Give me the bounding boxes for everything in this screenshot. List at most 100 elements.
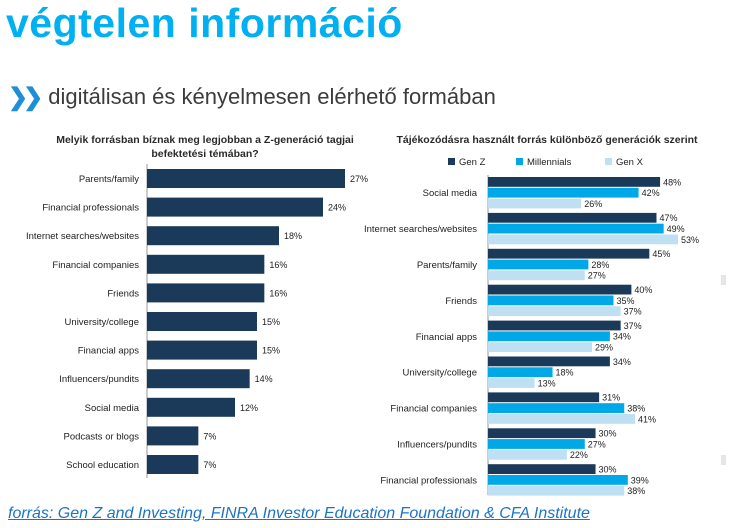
bar (488, 198, 582, 209)
bar (147, 426, 199, 446)
data-label: 29% (595, 343, 613, 353)
bar (147, 254, 265, 274)
category-label: University/college (65, 317, 139, 328)
bar (488, 449, 567, 460)
bar (488, 464, 596, 474)
page-title: végtelen információ (6, 0, 403, 46)
category-label: Social media (85, 403, 140, 414)
legend-label: Gen Z (459, 157, 486, 168)
bar (488, 331, 610, 342)
bar (488, 234, 678, 245)
bar (488, 414, 635, 424)
data-label: 30% (599, 465, 617, 475)
bar (488, 392, 600, 403)
bar (488, 212, 657, 223)
data-label: 30% (599, 429, 617, 439)
edge-mark (721, 275, 726, 285)
data-label: 31% (602, 393, 620, 403)
bar (488, 356, 610, 367)
data-label: 47% (659, 213, 677, 223)
category-label: Financial apps (416, 332, 478, 343)
category-label: Financial companies (390, 404, 477, 415)
bar (488, 378, 535, 388)
bar (488, 342, 592, 352)
legend-label: Millennials (527, 157, 572, 168)
left-chart: Parents/family 27% Financial professionals… (26, 164, 368, 478)
bar (147, 340, 257, 360)
right-chart: Gen Z Millennials Gen X 48%42% 26% Social med… (364, 157, 699, 496)
data-label: 27% (588, 439, 606, 449)
bar (488, 439, 585, 449)
category-label: School education (66, 460, 139, 471)
data-label: 18% (284, 231, 302, 241)
legend-swatch (448, 158, 455, 165)
category-label: Financial professionals (380, 475, 477, 486)
bar (488, 223, 664, 234)
data-label: 40% (634, 285, 652, 295)
bar (147, 169, 345, 188)
bar (488, 270, 585, 281)
category-label: Financial companies (52, 260, 139, 271)
category-label: Influencers/pundits (59, 374, 139, 385)
category-label: Internet searches/websites (26, 231, 139, 242)
data-label: 14% (255, 374, 273, 384)
legend-swatch (516, 158, 523, 165)
data-label: 27% (350, 174, 368, 184)
data-label: 15% (262, 346, 280, 356)
bar (488, 475, 628, 485)
data-label: 34% (613, 357, 631, 367)
category-label: Financial apps (78, 346, 140, 357)
data-label: 42% (642, 188, 660, 198)
data-label: 39% (631, 475, 649, 485)
edge-mark (721, 455, 726, 465)
data-label: 13% (538, 378, 556, 388)
data-label: 41% (638, 414, 656, 424)
right-chart-title: Tájékozódásra használt forrás különböző … (396, 134, 698, 146)
bar (488, 320, 621, 331)
bar (488, 248, 650, 259)
data-label: 38% (627, 404, 645, 414)
category-label: Influencers/pundits (397, 440, 477, 451)
data-label: 38% (627, 486, 645, 496)
data-label: 28% (591, 260, 609, 270)
data-label: 37% (624, 307, 642, 317)
data-label: 22% (570, 450, 588, 460)
bar (488, 306, 621, 317)
bar (147, 455, 199, 474)
bar (488, 428, 596, 439)
subtitle-row: ❯❯ digitálisan és kényelmesen elérhető f… (8, 82, 496, 112)
bar (488, 187, 639, 198)
bar (147, 369, 250, 389)
data-label: 34% (613, 332, 631, 342)
page-subtitle: digitálisan és kényelmesen elérhető form… (48, 84, 496, 109)
bar (488, 485, 625, 496)
legend-swatch (605, 158, 612, 165)
bar (147, 283, 265, 303)
bar (147, 197, 323, 217)
category-label: Financial professionals (42, 203, 139, 214)
data-label: 12% (240, 403, 258, 413)
double-chevron-right-icon: ❯❯ (8, 83, 43, 111)
category-label: University/college (403, 368, 477, 379)
bar (488, 367, 553, 378)
data-label: 35% (616, 296, 634, 306)
legend-label: Gen X (616, 157, 644, 168)
category-label: Friends (107, 288, 139, 299)
left-chart-title: Melyik forrásban bíznak meg legjobban a … (56, 134, 354, 160)
category-label: Friends (445, 296, 477, 307)
source-link[interactable]: forrás: Gen Z and Investing, FINRA Inves… (8, 505, 590, 522)
data-label: 27% (588, 271, 606, 281)
category-label: Podcasts or blogs (63, 431, 139, 442)
data-label: 49% (667, 224, 685, 234)
data-label: 53% (681, 235, 699, 245)
data-label: 37% (624, 321, 642, 331)
bar (488, 295, 614, 306)
bar (488, 177, 661, 187)
data-label: 45% (652, 249, 670, 259)
data-label: 24% (328, 203, 346, 213)
data-label: 18% (556, 368, 574, 378)
bar (147, 397, 235, 417)
category-label: Social media (423, 188, 478, 199)
data-label: 15% (262, 317, 280, 327)
bar (488, 259, 589, 270)
